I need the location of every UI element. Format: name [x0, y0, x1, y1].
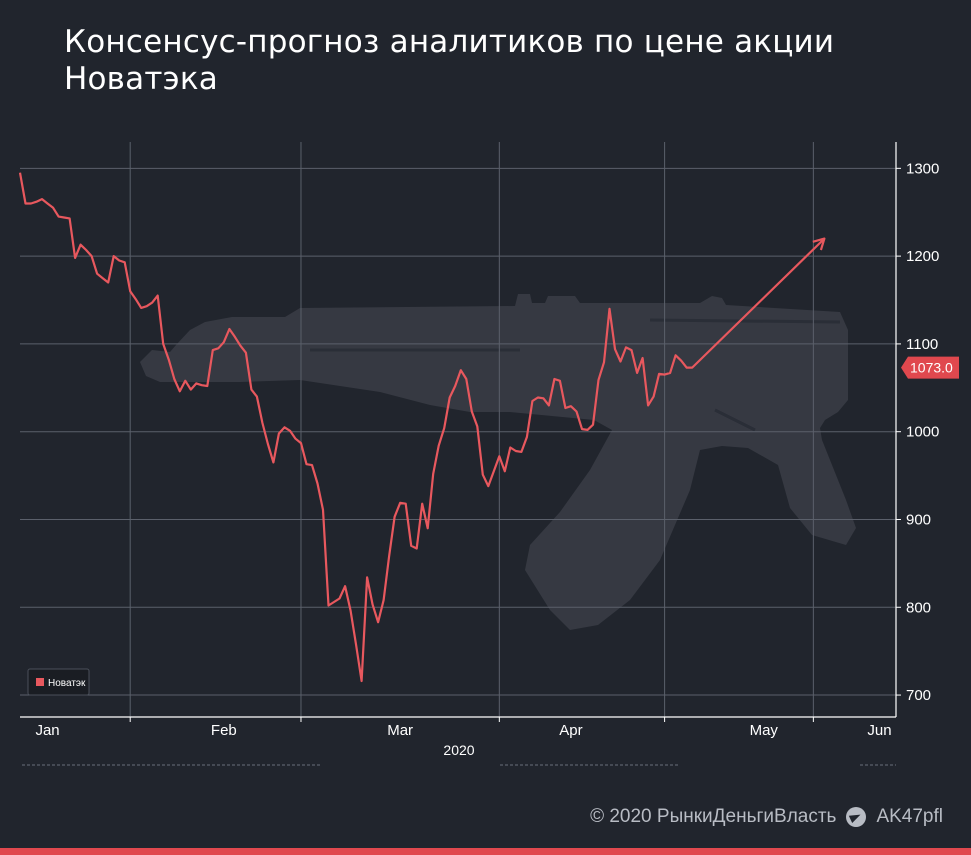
telegram-icon — [846, 807, 867, 827]
y-tick-label-900: 900 — [906, 511, 931, 528]
copyright-text: © 2020 РынкиДеньгиВласть — [590, 806, 837, 827]
forecast-arrowhead — [812, 237, 826, 251]
grid-lines — [20, 142, 896, 717]
legend: Новатэк — [27, 668, 90, 696]
last-value-badge: 1073.0 — [901, 356, 959, 379]
legend-swatch — [36, 678, 44, 686]
x-tick-label-feb: Feb — [211, 722, 237, 739]
y-tick-label-1300: 1300 — [906, 160, 939, 177]
last-value-badge-bg — [901, 356, 959, 379]
tick-labels: 700 800 900 1000 1100 1200 1300 Jan Feb Mar Apr May… — [35, 160, 939, 739]
x-tick-label-may: May — [750, 722, 779, 739]
x-tick-label-jan: Jan — [35, 722, 59, 739]
x-axis-year-label: 2020 — [443, 742, 474, 758]
series-line-novatek — [18, 172, 826, 683]
y-tick-label-800: 800 — [906, 599, 931, 616]
last-value-label: 1073.0 — [910, 360, 953, 376]
chart-title: Консенсус-прогноз аналитиков по цене акц… — [64, 24, 835, 97]
y-tick-label-700: 700 — [906, 687, 931, 704]
y-tick-label-1100: 1100 — [906, 336, 938, 353]
watermark-rifle-silhouette — [140, 294, 856, 630]
bottom-accent-bar — [0, 848, 971, 855]
x-tick-label-mar: Mar — [387, 722, 413, 739]
axes — [20, 142, 901, 722]
gun-detail-lines — [310, 318, 841, 432]
channel-name: AK47pfl — [876, 806, 943, 827]
x-tick-label-apr: Apr — [559, 722, 582, 739]
footer: © 2020 РынкиДеньгиВласть AK47pfl — [590, 806, 943, 828]
y-tick-label-1200: 1200 — [906, 248, 939, 265]
legend-label-novatek: Новатэк — [48, 678, 86, 689]
legend-box — [27, 668, 90, 696]
line-chart: 700 800 900 1000 1100 1200 1300 Jan Feb Mar Apr May… — [18, 142, 959, 766]
x-tick-label-jun: Jun — [867, 722, 891, 739]
y-tick-label-1000: 1000 — [906, 424, 939, 441]
